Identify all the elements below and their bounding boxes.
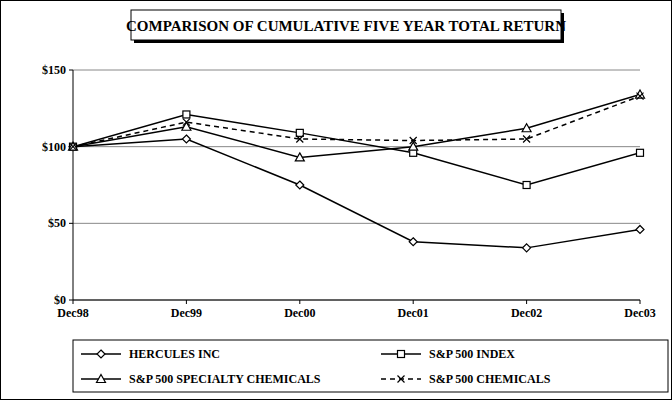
point-marker: [295, 153, 304, 161]
y-axis: [73, 70, 74, 300]
grid-line: [73, 146, 640, 147]
point-marker: [70, 143, 77, 150]
x-tick-label: Dec00: [284, 306, 315, 320]
point-marker: [523, 136, 530, 143]
x-tick: [640, 300, 641, 304]
x-tick: [299, 300, 300, 304]
legend-marker: [97, 375, 106, 383]
legend-label: S&P 500 INDEX: [429, 347, 515, 361]
grid-line: [73, 70, 640, 71]
point-marker: [183, 119, 190, 126]
point-marker: [522, 124, 531, 132]
y-tick: [69, 300, 73, 301]
legend-label: S&P 500 CHEMICALS: [429, 372, 551, 386]
x-tick-label: Dec03: [624, 306, 655, 320]
point-marker: [69, 142, 78, 150]
point-marker: [182, 135, 190, 143]
x-axis: [73, 300, 640, 301]
legend-marker: [398, 376, 405, 383]
chart-title: COMPARISON OF CUMULATIVE FIVE YEAR TOTAL…: [126, 18, 566, 34]
point-marker: [637, 93, 644, 100]
series-line: [73, 114, 640, 185]
x-tick: [186, 300, 187, 304]
legend-marker: [398, 351, 405, 358]
legend-label: HERCULES INC: [129, 347, 220, 361]
y-tick-label: $100: [42, 140, 66, 154]
point-marker: [523, 244, 531, 252]
plot-markers: [69, 90, 645, 252]
point-marker: [296, 129, 303, 136]
grid-line: [73, 223, 640, 224]
point-marker: [410, 137, 417, 144]
y-tick-label: $150: [42, 63, 66, 77]
y-tick: [69, 70, 73, 71]
point-marker: [296, 136, 303, 143]
x-tick-label: Dec01: [398, 306, 429, 320]
point-marker: [637, 149, 644, 156]
x-tick: [73, 300, 74, 304]
series-line: [73, 96, 640, 147]
x-tick-label: Dec98: [57, 306, 88, 320]
point-marker: [183, 111, 190, 118]
series-line: [73, 95, 640, 158]
plot-lines: [73, 95, 640, 248]
series-line: [73, 139, 640, 248]
y-tick: [69, 223, 73, 224]
chart-frame: [1, 1, 672, 400]
point-marker: [70, 143, 77, 150]
grid-line: [73, 300, 640, 301]
y-tick-label: $50: [48, 216, 66, 230]
legend-marker: [97, 350, 105, 358]
point-marker: [523, 182, 530, 189]
point-marker: [296, 181, 304, 189]
y-tick-label: $0: [54, 293, 66, 307]
legend-box: [73, 340, 668, 392]
x-tick-label: Dec99: [171, 306, 202, 320]
point-marker: [69, 143, 77, 151]
point-marker: [182, 122, 191, 130]
point-marker: [409, 238, 417, 246]
point-marker: [636, 225, 644, 233]
x-tick-label: Dec02: [511, 306, 542, 320]
x-tick: [413, 300, 414, 304]
x-tick: [526, 300, 527, 304]
legend-label: S&P 500 SPECIALTY CHEMICALS: [129, 372, 321, 386]
